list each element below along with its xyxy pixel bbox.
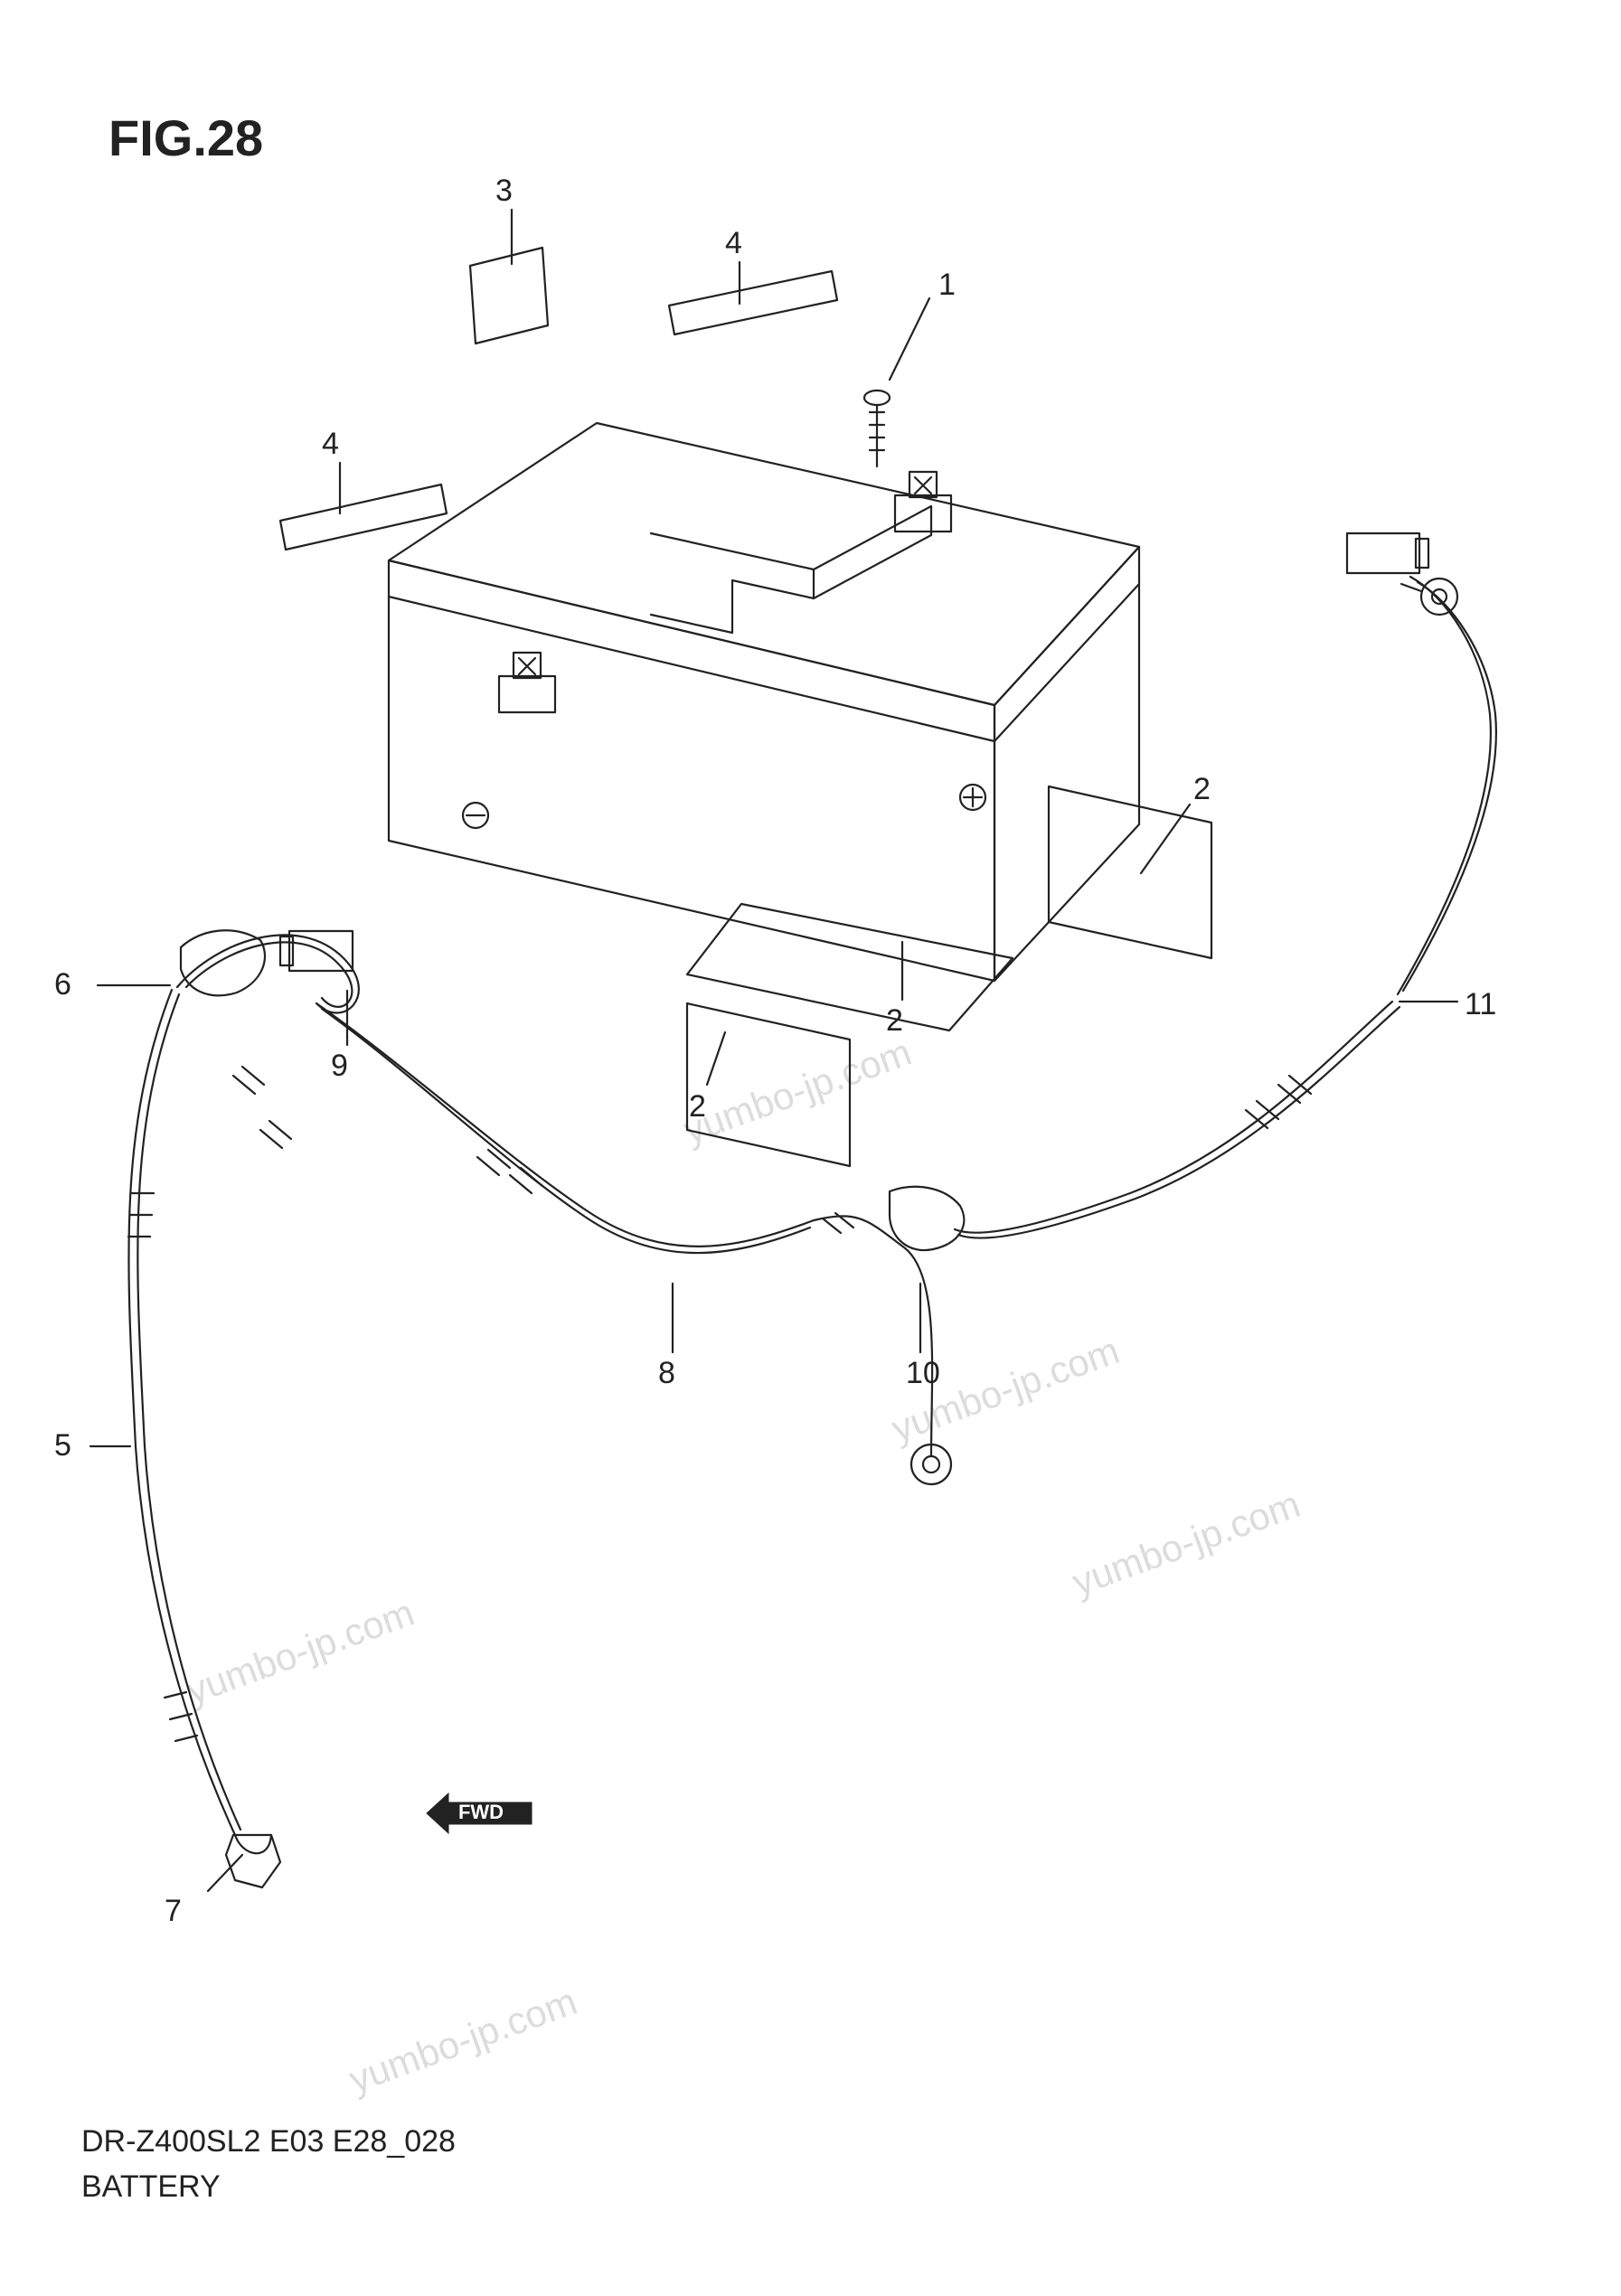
callout-2b: 2 bbox=[886, 1003, 903, 1039]
connector-right bbox=[1347, 533, 1428, 573]
battery-plus-icon bbox=[960, 785, 985, 810]
battery-minus-icon bbox=[463, 803, 488, 828]
callout-6: 6 bbox=[54, 967, 71, 1002]
callout-2a: 2 bbox=[1193, 772, 1211, 807]
callout-1: 1 bbox=[938, 268, 956, 303]
fwd-direction-badge: FWD bbox=[425, 1790, 533, 1837]
callout-5: 5 bbox=[54, 1428, 71, 1463]
callout-10: 10 bbox=[906, 1356, 940, 1391]
callout-3: 3 bbox=[495, 174, 513, 209]
footer-model-code: DR-Z400SL2 E03 E28_028 bbox=[81, 2124, 456, 2160]
connector-boot-mid bbox=[890, 1187, 964, 1250]
callout-7: 7 bbox=[165, 1894, 182, 1929]
callout-4a: 4 bbox=[725, 226, 742, 261]
battery-terminal-neg bbox=[499, 653, 555, 712]
callout-2c: 2 bbox=[689, 1089, 706, 1124]
page-root: FIG.28 yumbo-jp.com yumbo-jp.com yumbo-j… bbox=[0, 0, 1621, 2296]
connector-left bbox=[280, 931, 353, 971]
callout-8: 8 bbox=[658, 1356, 675, 1391]
battery-diagram bbox=[0, 0, 1621, 2296]
battery-screw-icon bbox=[864, 391, 890, 466]
svg-text:FWD: FWD bbox=[458, 1801, 504, 1823]
spade-terminal bbox=[226, 1835, 280, 1887]
callout-11: 11 bbox=[1465, 987, 1496, 1022]
callout-4b: 4 bbox=[322, 427, 339, 462]
footer-part-name: BATTERY bbox=[81, 2169, 221, 2205]
callout-9: 9 bbox=[331, 1049, 348, 1084]
